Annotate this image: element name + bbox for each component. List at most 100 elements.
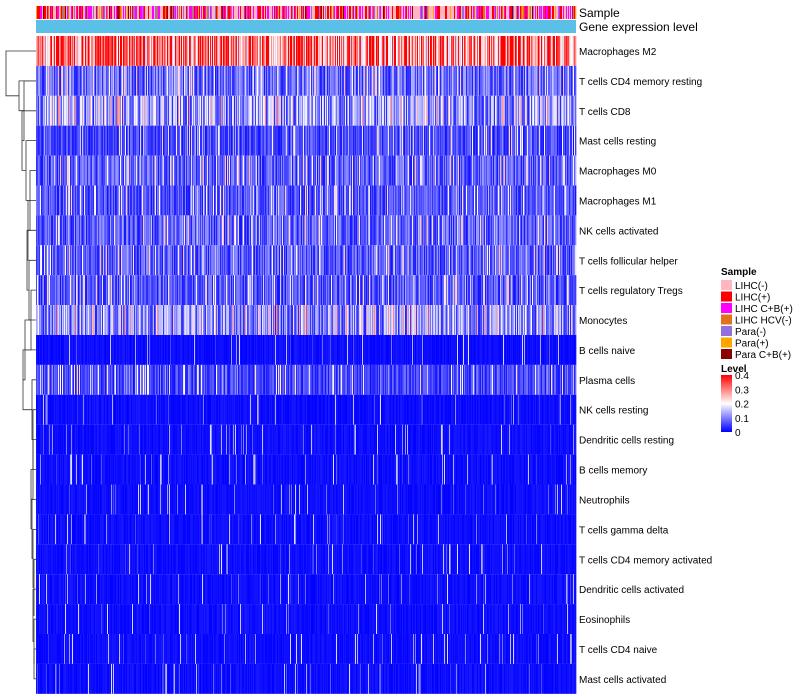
heatmap-cell xyxy=(47,95,49,126)
heatmap-cell xyxy=(167,36,169,66)
heatmap-cell xyxy=(211,125,213,156)
heatmap-cell xyxy=(432,65,434,96)
heatmap-cell xyxy=(285,95,287,126)
heatmap-cell xyxy=(321,36,323,66)
sample-cell xyxy=(395,6,397,19)
heatmap-cell xyxy=(97,65,99,96)
heatmap-cell xyxy=(56,125,58,156)
heatmap-cell xyxy=(178,95,180,126)
sample-cell xyxy=(398,6,400,19)
sample-cell xyxy=(256,6,258,19)
heatmap-cell xyxy=(67,65,69,96)
sample-cell xyxy=(551,6,553,19)
heatmap-cell xyxy=(506,36,508,66)
sample-cell xyxy=(390,6,392,19)
heatmap-cell xyxy=(135,65,137,96)
heatmap-cell xyxy=(411,65,413,96)
heatmap-cell xyxy=(444,65,446,96)
heatmap-cell xyxy=(110,65,112,96)
heatmap-cell xyxy=(229,36,231,66)
heatmap-cell xyxy=(339,95,341,126)
heatmap-cell xyxy=(489,36,491,66)
sample-cell xyxy=(268,6,270,19)
sample-cell xyxy=(115,6,117,19)
heatmap-cell xyxy=(466,36,468,66)
sample-cell xyxy=(479,6,481,19)
sample-cell xyxy=(127,6,129,19)
heatmap-cell xyxy=(469,36,471,66)
heatmap-cell xyxy=(273,95,275,126)
heatmap-cell xyxy=(247,65,249,96)
sample-cell xyxy=(91,6,93,19)
heatmap-cell xyxy=(380,65,382,96)
heatmap-cell xyxy=(104,125,106,156)
heatmap-cell xyxy=(281,36,283,66)
heatmap-cell xyxy=(574,36,576,66)
sample-cell xyxy=(382,6,384,19)
heatmap-cell xyxy=(242,36,244,66)
heatmap-cell xyxy=(282,36,284,66)
heatmap-cell xyxy=(297,95,299,126)
heatmap-cell xyxy=(288,65,290,96)
sample-cell xyxy=(191,6,193,19)
heatmap-cell xyxy=(376,95,378,126)
sample-cell xyxy=(538,6,540,19)
heatmap-cell xyxy=(186,36,188,66)
heatmap-cell xyxy=(310,36,312,66)
heatmap-cell xyxy=(103,125,105,156)
heatmap-cell xyxy=(568,65,570,96)
heatmap-cell xyxy=(496,65,498,96)
sample-cell xyxy=(433,6,435,19)
heatmap-cell xyxy=(213,65,215,96)
sample-cell xyxy=(505,6,507,19)
heatmap-cell xyxy=(250,65,252,96)
heatmap-cell xyxy=(99,65,101,96)
heatmap-cell xyxy=(491,65,493,96)
heatmap-cell xyxy=(374,65,376,96)
heatmap-cell xyxy=(385,36,387,66)
sample-cell xyxy=(468,6,470,19)
sample-cell xyxy=(79,6,81,19)
heatmap-cell xyxy=(399,95,401,126)
heatmap-cell xyxy=(383,36,385,66)
heatmap-cell xyxy=(434,65,436,96)
heatmap-cell xyxy=(246,36,248,66)
heatmap-cell xyxy=(558,36,560,66)
sample-cell xyxy=(336,6,338,19)
heatmap-cell xyxy=(571,36,573,66)
sample-cell xyxy=(63,6,65,19)
heatmap-cell xyxy=(50,65,52,96)
sample-cell xyxy=(392,6,394,19)
heatmap-cell xyxy=(184,65,186,96)
heatmap-cell xyxy=(209,36,211,66)
heatmap-cell xyxy=(367,65,369,96)
heatmap-cell xyxy=(197,36,199,66)
heatmap-cell xyxy=(548,65,550,96)
heatmap-cell xyxy=(87,95,89,126)
heatmap-cell xyxy=(409,36,411,66)
sample-cell xyxy=(69,6,71,19)
heatmap-cell xyxy=(417,65,419,96)
sample-cell xyxy=(39,6,41,19)
heatmap-cell xyxy=(194,36,196,66)
sample-cell xyxy=(561,6,563,19)
heatmap-cell xyxy=(43,95,45,126)
heatmap-cell xyxy=(161,36,163,66)
heatmap-cell xyxy=(62,65,64,96)
heatmap-cell xyxy=(79,36,81,66)
heatmap-cell xyxy=(318,95,320,126)
heatmap-cell xyxy=(574,65,576,96)
heatmap-row xyxy=(36,215,577,246)
heatmap-cell xyxy=(73,125,75,156)
sample-cell xyxy=(328,6,330,19)
heatmap-cell xyxy=(201,95,203,126)
heatmap-cell xyxy=(109,95,111,126)
heatmap-cell xyxy=(88,125,90,156)
sample-cell xyxy=(247,6,249,19)
heatmap-cell xyxy=(367,95,369,126)
heatmap-cell xyxy=(86,65,88,96)
sample-cell xyxy=(273,6,275,19)
heatmap-cell xyxy=(561,65,563,96)
heatmap-cell xyxy=(126,65,128,96)
heatmap-cell xyxy=(377,36,379,66)
